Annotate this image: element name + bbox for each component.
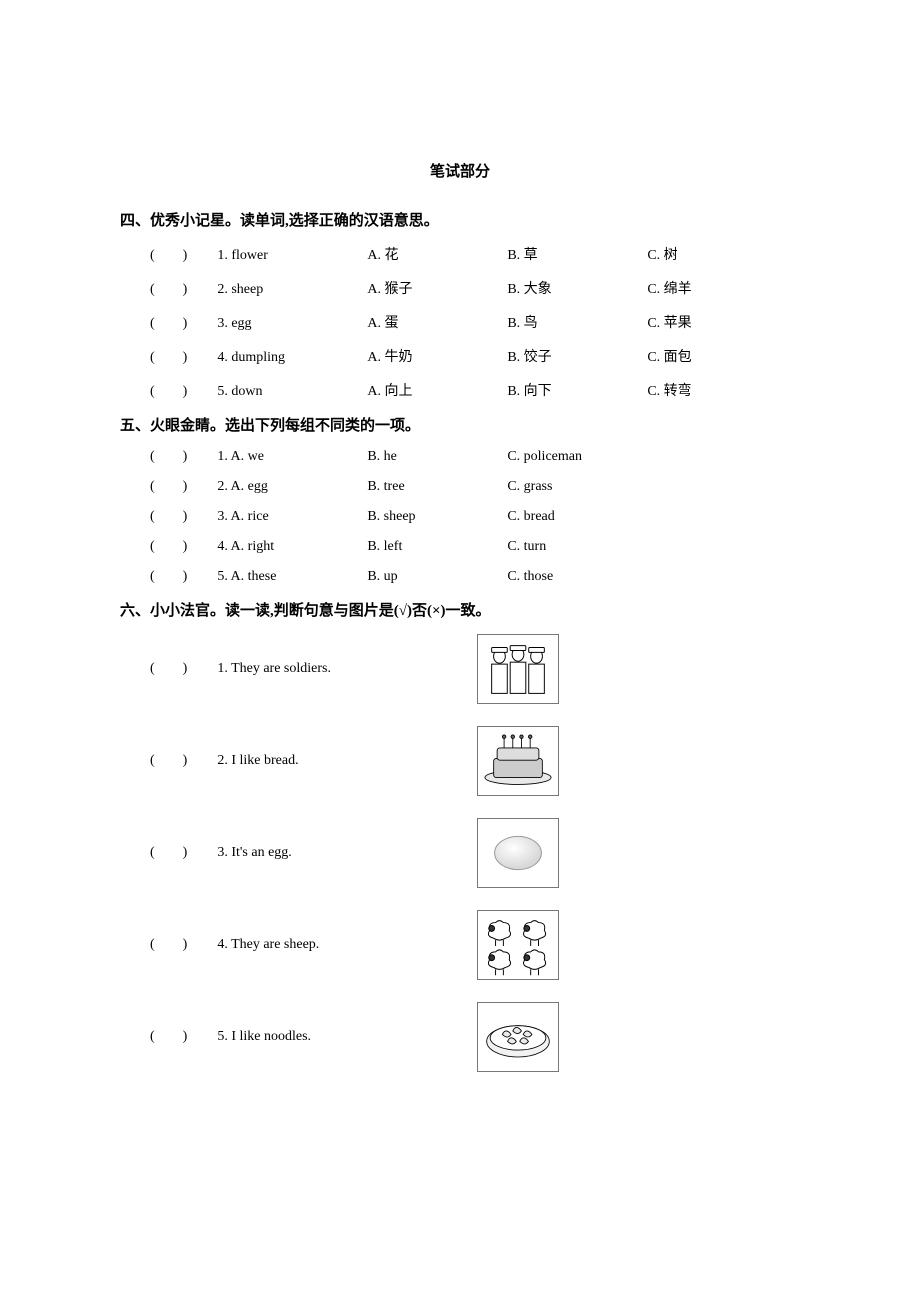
option-a: A. 向上 [367, 380, 507, 400]
option-c: C. policeman [507, 449, 647, 465]
section5-rows: ( ) 1. A. we B. he C. policeman ( ) 2. A… [120, 449, 800, 585]
option-a: A. 猴子 [367, 278, 507, 298]
option-b: B. tree [367, 479, 507, 495]
option-c: C. grass [507, 479, 647, 495]
answer-blank[interactable]: ( ) [150, 569, 187, 585]
question-word: 1. flower [217, 248, 367, 264]
answer-blank[interactable]: ( ) [150, 350, 187, 366]
section6-heading: 六、小小法官。读一读,判断句意与图片是(√)否(×)一致。 [120, 599, 800, 620]
section4-rows: ( ) 1. flower A. 花 B. 草 C. 树 ( ) 2. shee… [120, 244, 800, 400]
option-b: B. up [367, 569, 507, 585]
option-c: C. 树 [647, 244, 787, 264]
option-b: B. 鸟 [507, 312, 647, 332]
option-b: B. sheep [367, 509, 507, 525]
section4-row: ( ) 5. down A. 向上 B. 向下 C. 转弯 [120, 380, 800, 400]
answer-blank[interactable]: ( ) [150, 248, 187, 264]
answer-blank[interactable]: ( ) [150, 384, 187, 400]
section5-row: ( ) 5. A. these B. up C. those [120, 569, 800, 585]
option-b: B. 大象 [507, 278, 647, 298]
option-b: B. left [367, 539, 507, 555]
section6-row: ( ) 1. They are soldiers. [120, 634, 800, 704]
section5-row: ( ) 4. A. right B. left C. turn [120, 539, 800, 555]
q-num: 1. [217, 248, 228, 263]
option-a: 2. A. egg [217, 479, 367, 495]
sentence: 5. I like noodles. [217, 1029, 477, 1045]
answer-blank[interactable]: ( ) [150, 661, 187, 677]
q-word: flower [231, 248, 268, 263]
section5-row: ( ) 1. A. we B. he C. policeman [120, 449, 800, 465]
section4-row: ( ) 4. dumpling A. 牛奶 B. 饺子 C. 面包 [120, 346, 800, 366]
question-word: 3. egg [217, 316, 367, 332]
sentence: 2. I like bread. [217, 753, 477, 769]
option-b: B. 草 [507, 244, 647, 264]
option-c: C. 面包 [647, 346, 787, 366]
answer-blank[interactable]: ( ) [150, 316, 187, 332]
section6-row: ( ) 4. They are sheep. [120, 910, 800, 980]
option-a: A. 牛奶 [367, 346, 507, 366]
section6-row: ( ) 3. It's an egg. [120, 818, 800, 888]
soldiers-icon [477, 634, 559, 704]
question-word: 2. sheep [217, 282, 367, 298]
answer-blank[interactable]: ( ) [150, 479, 187, 495]
option-b: B. he [367, 449, 507, 465]
question-word: 4. dumpling [217, 350, 367, 366]
answer-blank[interactable]: ( ) [150, 449, 187, 465]
option-c: C. 转弯 [647, 380, 787, 400]
sentence: 3. It's an egg. [217, 845, 477, 861]
sentence: 4. They are sheep. [217, 937, 477, 953]
section5-row: ( ) 2. A. egg B. tree C. grass [120, 479, 800, 495]
option-c: C. bread [507, 509, 647, 525]
sentence: 1. They are soldiers. [217, 661, 477, 677]
option-a: A. 蛋 [367, 312, 507, 332]
option-c: C. turn [507, 539, 647, 555]
answer-blank[interactable]: ( ) [150, 845, 187, 861]
answer-blank[interactable]: ( ) [150, 282, 187, 298]
sheep-icon [477, 910, 559, 980]
cake-icon [477, 726, 559, 796]
answer-blank[interactable]: ( ) [150, 509, 187, 525]
question-word: 5. down [217, 384, 367, 400]
section5-heading: 五、火眼金睛。选出下列每组不同类的一项。 [120, 414, 800, 435]
option-c: C. 苹果 [647, 312, 787, 332]
option-b: B. 饺子 [507, 346, 647, 366]
section5-row: ( ) 3. A. rice B. sheep C. bread [120, 509, 800, 525]
answer-blank[interactable]: ( ) [150, 753, 187, 769]
dumplings-icon [477, 1002, 559, 1072]
section4-row: ( ) 2. sheep A. 猴子 B. 大象 C. 绵羊 [120, 278, 800, 298]
section6-row: ( ) 2. I like bread. [120, 726, 800, 796]
answer-blank[interactable]: ( ) [150, 1029, 187, 1045]
answer-blank[interactable]: ( ) [150, 937, 187, 953]
option-b: B. 向下 [507, 380, 647, 400]
option-a: 4. A. right [217, 539, 367, 555]
section6-rows: ( ) 1. They are soldiers. ( ) 2. I like … [120, 634, 800, 1072]
option-a: 1. A. we [217, 449, 367, 465]
section4-row: ( ) 1. flower A. 花 B. 草 C. 树 [120, 244, 800, 264]
egg-icon [477, 818, 559, 888]
answer-blank[interactable]: ( ) [150, 539, 187, 555]
page-title: 笔试部分 [120, 160, 800, 181]
option-a: A. 花 [367, 244, 507, 264]
section4-heading: 四、优秀小记星。读单词,选择正确的汉语意思。 [120, 209, 800, 230]
option-a: 5. A. these [217, 569, 367, 585]
section4-row: ( ) 3. egg A. 蛋 B. 鸟 C. 苹果 [120, 312, 800, 332]
option-a: 3. A. rice [217, 509, 367, 525]
option-c: C. those [507, 569, 647, 585]
option-c: C. 绵羊 [647, 278, 787, 298]
section6-row: ( ) 5. I like noodles. [120, 1002, 800, 1072]
